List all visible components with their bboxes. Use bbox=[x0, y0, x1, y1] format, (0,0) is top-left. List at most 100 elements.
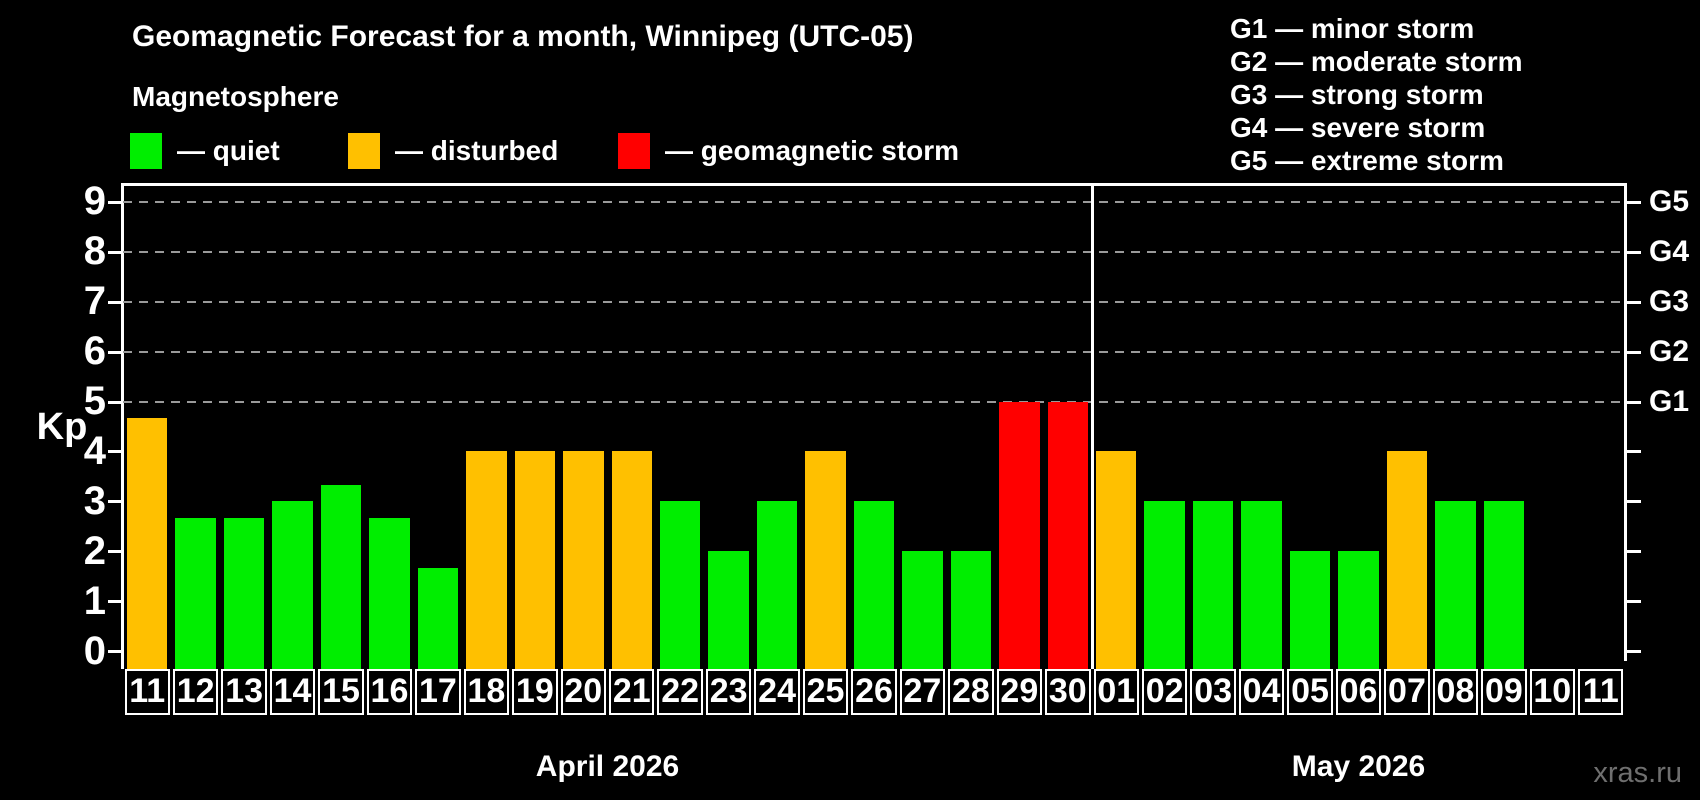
g-legend-line-g2: G2 — moderate storm bbox=[1230, 46, 1523, 77]
day-label-apr-23: 23 bbox=[705, 669, 752, 715]
gridline-kp8 bbox=[123, 250, 1625, 253]
kp-bar-apr-19 bbox=[514, 451, 556, 669]
storm-color-swatch bbox=[618, 133, 650, 169]
day-label-apr-17: 17 bbox=[415, 669, 461, 715]
right-tick-3 bbox=[1626, 500, 1641, 504]
gridline-kp6 bbox=[123, 350, 1625, 353]
kp-bar-apr-20 bbox=[563, 451, 604, 669]
y-tick-4 bbox=[108, 450, 123, 454]
y-axis-label-9: 9 bbox=[83, 179, 106, 224]
right-tick-4 bbox=[1626, 450, 1641, 454]
right-axis-label-g4: G4 bbox=[1649, 235, 1690, 269]
legend-item-storm: — geomagnetic storm bbox=[618, 132, 959, 170]
day-label-apr-24: 24 bbox=[754, 669, 800, 715]
g-legend-line-g4: G4 — severe storm bbox=[1230, 112, 1486, 143]
y-tick-6 bbox=[108, 350, 123, 354]
right-axis-line bbox=[1624, 183, 1627, 661]
day-label-may-11: 11 bbox=[1578, 669, 1624, 715]
day-label-apr-11: 11 bbox=[124, 669, 170, 715]
right-tick-5 bbox=[1626, 400, 1641, 404]
legend-label-storm: — geomagnetic storm bbox=[665, 135, 960, 166]
right-axis-label-g5: G5 bbox=[1649, 185, 1690, 219]
y-tick-0 bbox=[108, 650, 123, 653]
kp-bar-apr-23 bbox=[708, 551, 749, 669]
plot-border-top bbox=[121, 183, 1627, 186]
y-axis-title: Kp bbox=[36, 406, 88, 448]
y-axis-label-5: 5 bbox=[83, 379, 106, 424]
kp-bar-apr-26 bbox=[853, 501, 895, 669]
right-tick-1 bbox=[1626, 600, 1641, 604]
day-label-may-05: 05 bbox=[1287, 669, 1333, 715]
y-axis-label-7: 7 bbox=[83, 279, 106, 324]
y-axis-label-1: 1 bbox=[83, 578, 106, 623]
y-axis-line bbox=[121, 183, 124, 669]
right-tick-7 bbox=[1626, 300, 1641, 304]
kp-bar-may-04 bbox=[1241, 501, 1282, 669]
day-label-apr-14: 14 bbox=[269, 669, 316, 715]
legend-label-quiet: — quiet bbox=[177, 135, 280, 166]
kp-bar-apr-11 bbox=[127, 418, 168, 669]
kp-bar-apr-13 bbox=[223, 517, 265, 669]
kp-bar-apr-12 bbox=[175, 517, 216, 669]
y-tick-9 bbox=[108, 200, 123, 204]
kp-bar-apr-21 bbox=[611, 451, 652, 669]
kp-bar-may-05 bbox=[1289, 551, 1331, 669]
right-tick-0 bbox=[1626, 650, 1641, 653]
right-tick-2 bbox=[1626, 550, 1641, 554]
kp-bar-apr-27 bbox=[902, 551, 943, 669]
disturbed-color-swatch bbox=[348, 133, 380, 169]
g-scale-legend: G1 — minor storm G2 — moderate storm G3 — … bbox=[1230, 12, 1523, 177]
legend-item-disturbed: — disturbed bbox=[348, 132, 558, 170]
kp-bar-may-08 bbox=[1435, 501, 1476, 669]
right-tick-9 bbox=[1626, 200, 1641, 204]
y-axis-label-2: 2 bbox=[83, 528, 106, 573]
y-axis-label-6: 6 bbox=[83, 329, 106, 374]
day-label-apr-25: 25 bbox=[802, 669, 849, 715]
y-tick-8 bbox=[108, 250, 123, 254]
kp-bar-apr-22 bbox=[659, 501, 701, 669]
y-tick-5 bbox=[108, 400, 123, 404]
month-divider-line bbox=[1090, 183, 1094, 669]
day-label-apr-29: 29 bbox=[996, 669, 1043, 715]
day-label-apr-27: 27 bbox=[899, 669, 946, 715]
day-label-may-10: 10 bbox=[1529, 669, 1576, 715]
y-tick-7 bbox=[108, 300, 123, 304]
y-axis-label-4: 4 bbox=[83, 428, 106, 473]
day-label-may-04: 04 bbox=[1238, 669, 1285, 715]
kp-bar-apr-28 bbox=[950, 551, 992, 669]
kp-bar-apr-29 bbox=[999, 401, 1040, 669]
right-axis-label-g2: G2 bbox=[1649, 335, 1690, 369]
day-label-may-01: 01 bbox=[1093, 669, 1139, 715]
kp-bar-may-03 bbox=[1192, 501, 1234, 669]
kp-bar-may-06 bbox=[1338, 551, 1379, 669]
kp-bar-may-07 bbox=[1386, 451, 1428, 669]
y-axis-label-8: 8 bbox=[83, 229, 106, 274]
day-label-apr-30: 30 bbox=[1045, 669, 1091, 715]
day-label-may-07: 07 bbox=[1384, 669, 1430, 715]
right-axis-label-g3: G3 bbox=[1649, 285, 1690, 319]
y-tick-1 bbox=[108, 600, 123, 604]
g-legend-line-g1: G1 — minor storm bbox=[1230, 13, 1475, 44]
watermark: xras.ru bbox=[1593, 757, 1682, 789]
right-tick-8 bbox=[1626, 250, 1641, 254]
y-tick-2 bbox=[108, 550, 123, 554]
kp-bar-may-01 bbox=[1096, 451, 1137, 669]
day-label-apr-18: 18 bbox=[463, 669, 510, 715]
quiet-color-swatch bbox=[130, 133, 162, 169]
gridline-kp5 bbox=[123, 400, 1625, 403]
g-legend-line-g5: G5 — extreme storm bbox=[1230, 145, 1504, 176]
kp-bar-apr-25 bbox=[805, 451, 846, 669]
kp-bar-apr-16 bbox=[369, 517, 410, 669]
day-label-apr-26: 26 bbox=[851, 669, 897, 715]
y-tick-3 bbox=[108, 500, 123, 504]
day-label-apr-15: 15 bbox=[318, 669, 364, 715]
y-axis-label-0: 0 bbox=[83, 628, 106, 673]
day-label-apr-19: 19 bbox=[512, 669, 558, 715]
magnetosphere-label: Magnetosphere bbox=[132, 81, 339, 112]
gridline-kp9 bbox=[123, 201, 1625, 203]
kp-bar-apr-18 bbox=[466, 451, 507, 669]
month-label-2: May 2026 bbox=[1291, 750, 1426, 783]
kp-bar-apr-24 bbox=[756, 501, 798, 669]
kp-bar-apr-17 bbox=[417, 567, 459, 669]
